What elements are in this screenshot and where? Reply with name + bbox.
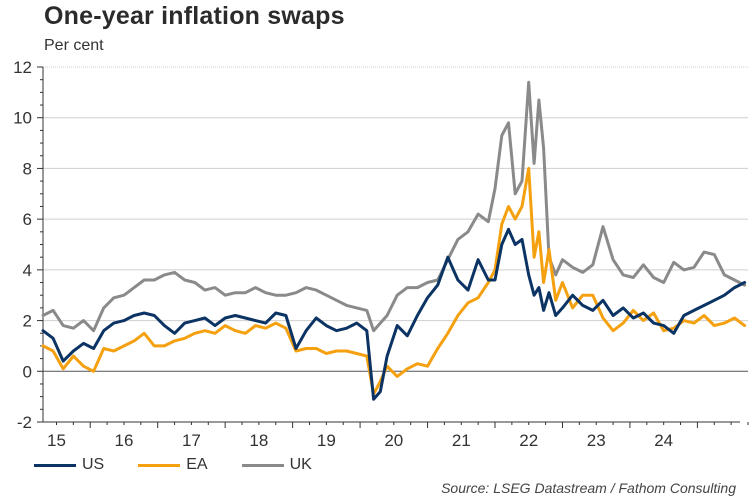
legend-item-uk: UK — [241, 456, 312, 474]
series-lines — [41, 80, 747, 401]
x-tick-label: 19 — [317, 431, 336, 450]
legend-swatch-us — [34, 463, 76, 467]
legend-swatch-uk — [241, 463, 284, 467]
legend-item-us: US — [34, 456, 104, 474]
source-note: Source: LSEG Datastream / Fathom Consult… — [441, 480, 736, 496]
y-tick-label: 4 — [23, 261, 32, 280]
y-tick-label: 8 — [23, 159, 32, 178]
legend: US EA UK — [34, 456, 312, 474]
x-tick-label: 15 — [47, 431, 66, 450]
legend-label-us: US — [82, 456, 105, 473]
x-tick-label: 23 — [587, 431, 606, 450]
x-axis: 15 16 17 18 19 20 21 22 23 24 — [43, 421, 749, 450]
y-tick-label: 2 — [23, 312, 32, 331]
x-tick-label: 20 — [384, 431, 403, 450]
x-tick-label: 24 — [654, 431, 673, 450]
legend-label-uk: UK — [289, 456, 312, 473]
y-tick-label: -2 — [17, 413, 32, 432]
series-line-ea — [41, 166, 747, 396]
legend-swatch-ea — [138, 463, 181, 467]
x-tick-label: 22 — [519, 431, 538, 450]
y-tick-label: 10 — [13, 109, 32, 128]
y-tick-label: 0 — [23, 362, 32, 381]
legend-label-ea: EA — [186, 456, 208, 473]
y-axis-unit-label: Per cent — [44, 37, 104, 54]
y-axis: -2 0 2 4 6 8 10 12 — [13, 58, 44, 432]
y-tick-label: 6 — [23, 210, 32, 229]
y-tick-label: 12 — [13, 58, 32, 77]
x-tick-label: 16 — [114, 431, 133, 450]
gridlines — [43, 66, 748, 372]
x-tick-label: 17 — [182, 431, 201, 450]
series-line-uk — [41, 80, 747, 333]
x-tick-label: 21 — [452, 431, 471, 450]
legend-item-ea: EA — [138, 456, 208, 474]
chart-title: One-year inflation swaps — [44, 2, 345, 30]
series-line-us — [41, 227, 747, 401]
x-tick-label: 18 — [249, 431, 268, 450]
